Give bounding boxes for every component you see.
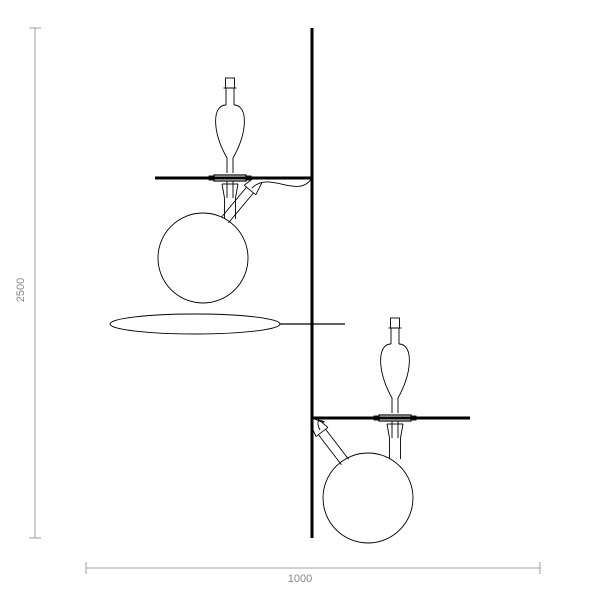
lower-apparatus [311, 318, 416, 543]
dim-height-label: 2500 [15, 278, 27, 302]
flask-bulb [323, 453, 413, 543]
flask-joint [387, 424, 403, 438]
upper-apparatus [158, 78, 312, 303]
flask-joint [222, 184, 238, 198]
funnel-body [216, 105, 245, 173]
technical-diagram: 2500 1000 [0, 0, 600, 600]
flask-bulb [158, 213, 248, 303]
dim-width-label: 1000 [288, 573, 312, 585]
funnel-body [381, 344, 410, 413]
funnel-cap [226, 78, 235, 88]
funnel-cap [391, 318, 400, 328]
shelf-plate [110, 314, 280, 334]
